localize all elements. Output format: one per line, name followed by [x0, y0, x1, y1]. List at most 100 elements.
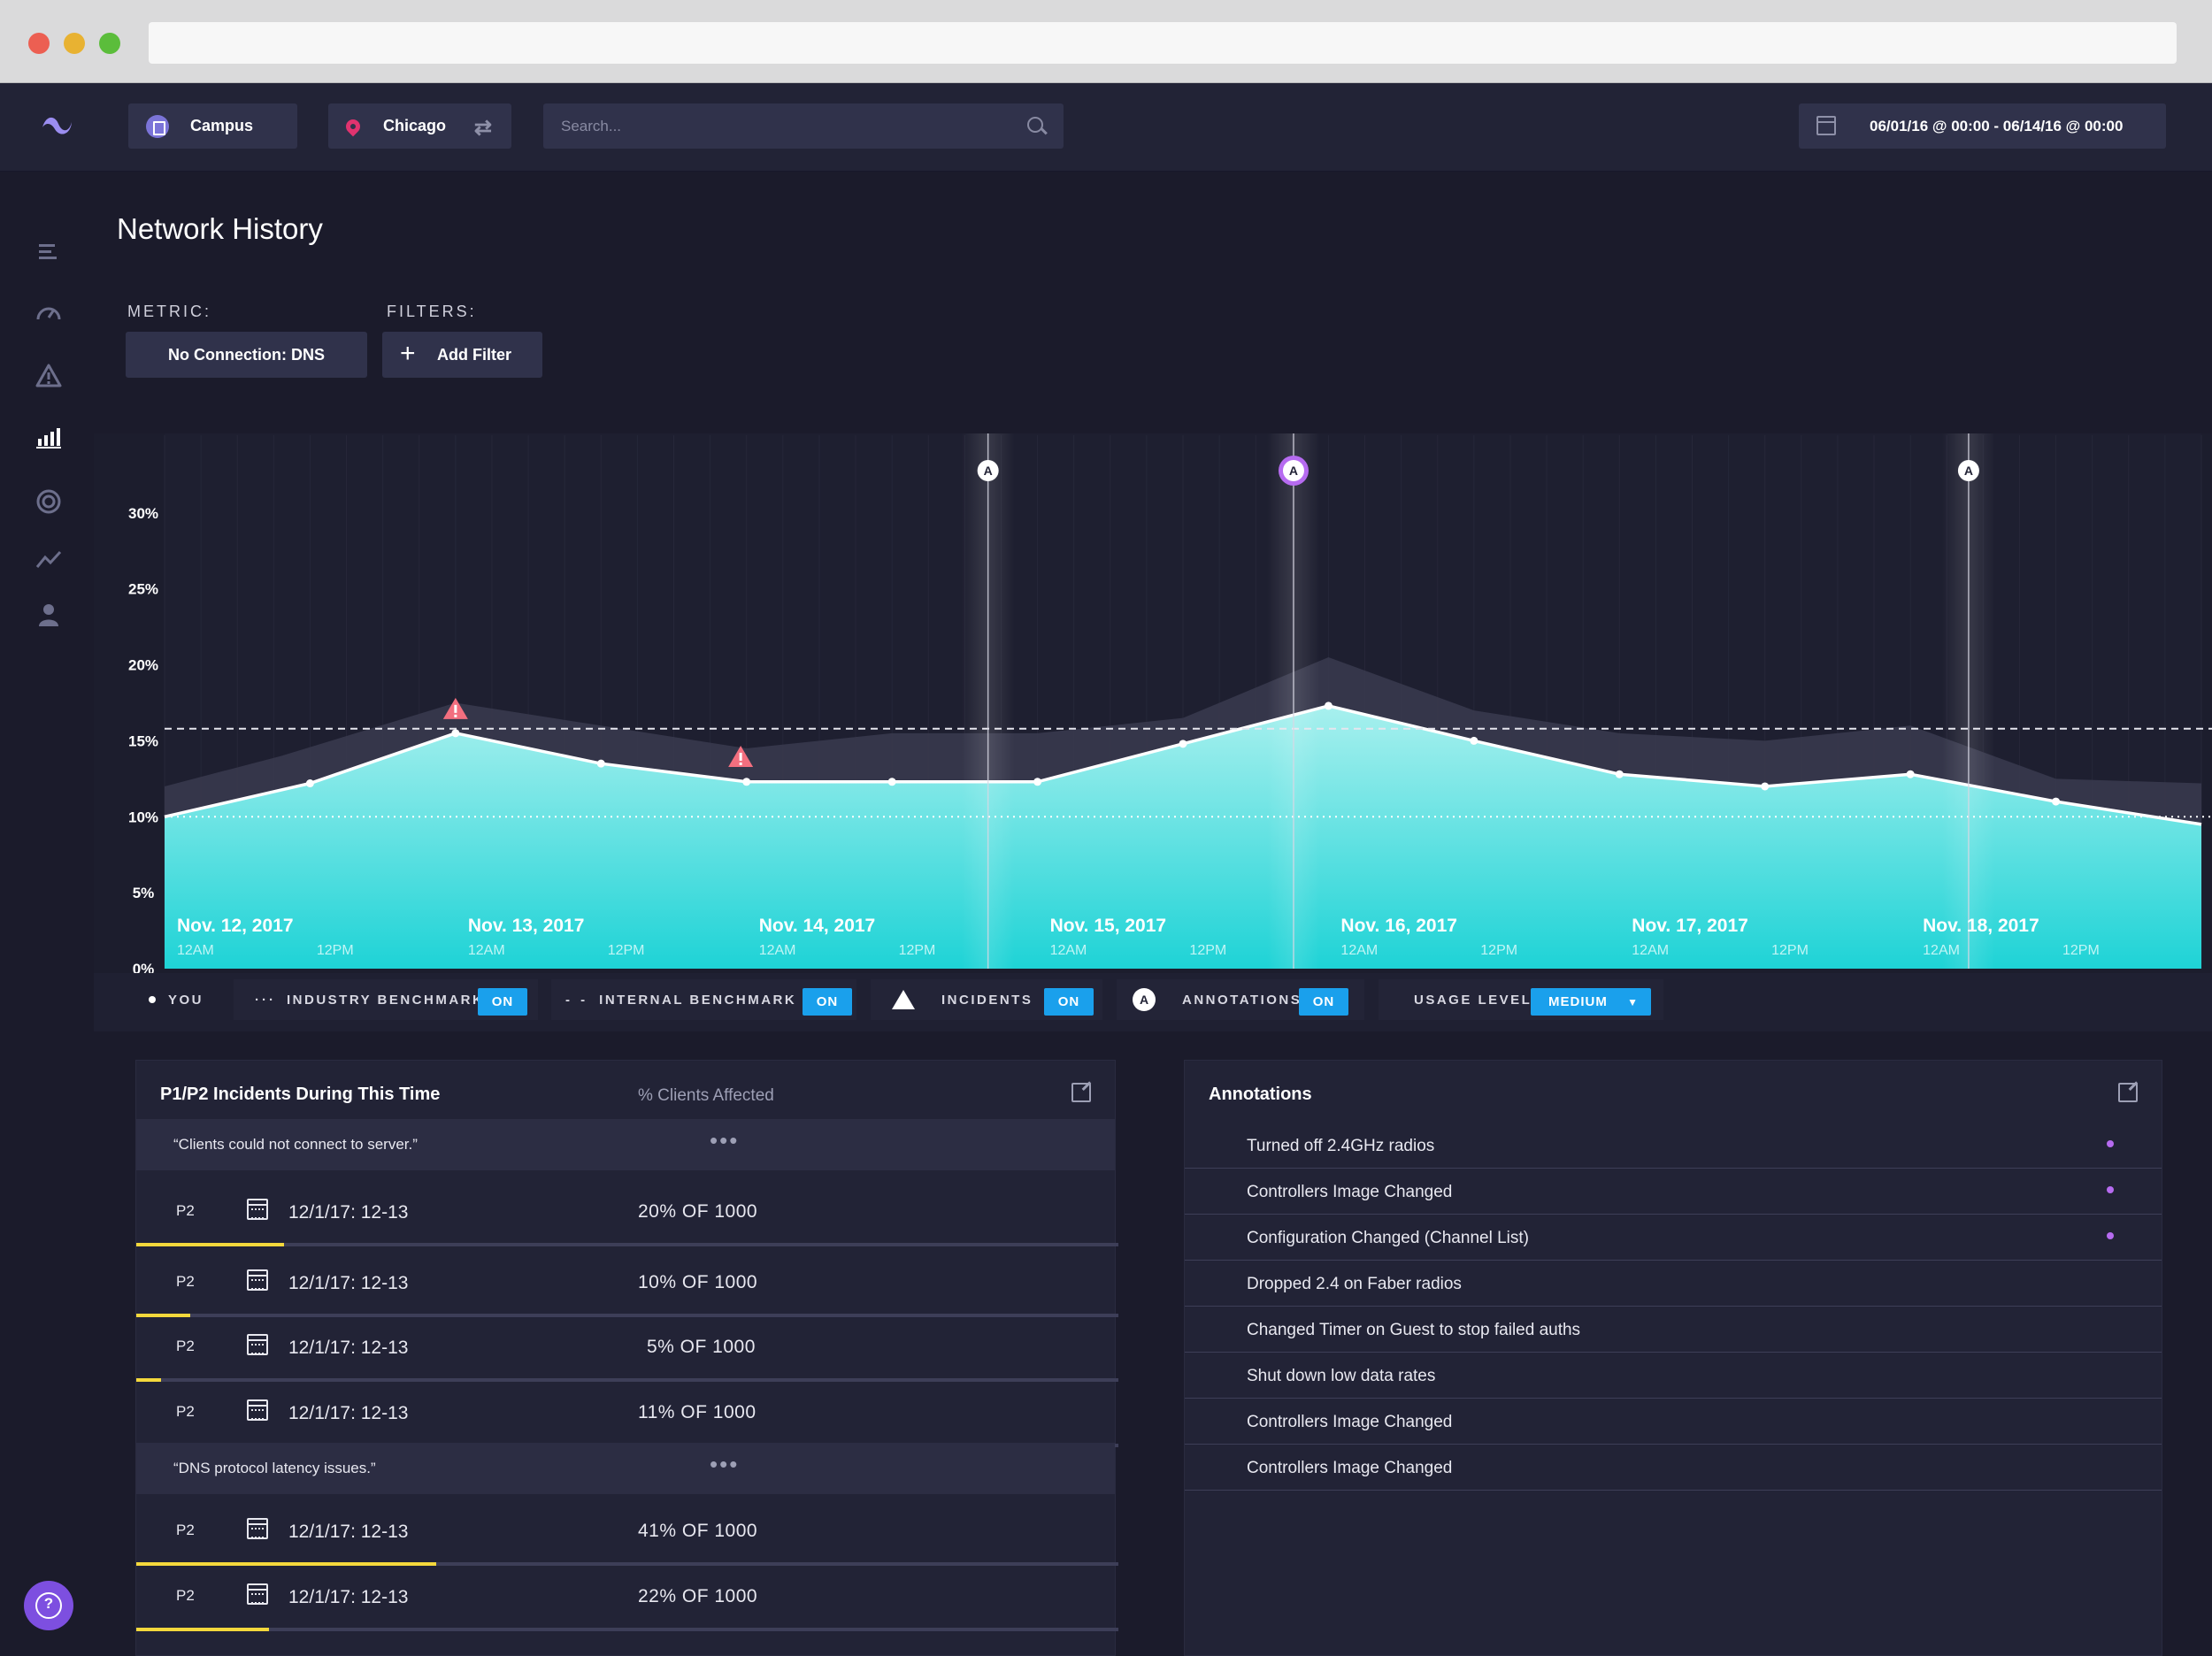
date-range-picker[interactable]: 06/01/16 @ 00:00 - 06/14/16 @ 00:00 — [1799, 104, 2166, 149]
affected-progress-track — [136, 1314, 1118, 1317]
annotation-item[interactable]: Controllers Image Changed — [1185, 1445, 2162, 1491]
close-window-button[interactable] — [28, 33, 50, 54]
x-day-label: Nov. 17, 2017 — [1632, 916, 1748, 936]
incident-group-quote: “DNS protocol latency issues.” — [173, 1460, 376, 1476]
incidents-panel: P1/P2 Incidents During This Time % Clien… — [135, 1060, 1118, 1656]
target-icon[interactable] — [34, 487, 64, 517]
you-data-point — [1179, 740, 1187, 748]
x-day-label: Nov. 15, 2017 — [1050, 916, 1167, 936]
affected-progress-fill — [136, 1243, 284, 1246]
you-data-point — [451, 729, 460, 738]
x-hour-label: 12PM — [1480, 943, 1517, 958]
you-data-point — [887, 778, 896, 786]
external-link-icon[interactable] — [2118, 1083, 2138, 1102]
search-input[interactable] — [543, 104, 1064, 149]
x-day-label: Nov. 14, 2017 — [759, 916, 876, 936]
incident-time: 12/1/17: 12-13 — [288, 1273, 409, 1293]
minimize-window-button[interactable] — [64, 33, 85, 54]
incident-group[interactable]: “Clients could not connect to server.” •… — [136, 1119, 1115, 1170]
annotation-item[interactable]: Controllers Image Changed — [1185, 1169, 2162, 1215]
metric-selector[interactable]: No Connection: DNS — [126, 332, 367, 378]
search-icon[interactable] — [1027, 117, 1043, 133]
legend-incidents-label: INCIDENTS — [941, 992, 1033, 1008]
x-hour-label: 12PM — [899, 943, 936, 958]
calendar-icon — [247, 1269, 268, 1291]
you-data-point — [305, 779, 314, 788]
maximize-window-button[interactable] — [99, 33, 120, 54]
annotation-marker-dot — [2107, 1186, 2114, 1193]
campus-label: Campus — [190, 117, 254, 134]
more-options-icon[interactable]: ••• — [710, 1127, 740, 1154]
legend-you-label: YOU — [168, 992, 204, 1008]
incident-row[interactable]: P2 12/1/17: 12-13 5% OF 1000 — [136, 1316, 1118, 1382]
incidents-title: P1/P2 Incidents During This Time — [160, 1085, 441, 1104]
annotation-item[interactable]: Controllers Image Changed — [1185, 1399, 2162, 1445]
x-hour-label: 12AM — [468, 943, 505, 958]
legend-internal-benchmark: - - INTERNAL BENCHMARK ON — [551, 979, 856, 1020]
add-filter-button[interactable]: + Add Filter — [382, 332, 542, 378]
location-selector[interactable]: Chicago ⇄ — [328, 104, 511, 149]
menu-icon[interactable] — [34, 236, 64, 266]
warning-icon[interactable] — [34, 361, 64, 391]
location-pin-icon — [342, 116, 364, 136]
network-history-chart[interactable]: 0% 5% 10% 15% 20% 25% 30% A A A Nov. 12, 2017 12AM 1… — [94, 433, 2212, 1031]
swap-arrows-icon[interactable]: ⇄ — [473, 116, 492, 140]
annotation-text: Controllers Image Changed — [1247, 1183, 1453, 1201]
building-icon — [146, 114, 169, 138]
annotation-item[interactable]: Dropped 2.4 on Faber radios — [1185, 1261, 2162, 1307]
trend-icon[interactable] — [34, 544, 64, 574]
speedometer-icon[interactable] — [34, 298, 64, 328]
incident-clients-affected: 11% OF 1000 — [638, 1402, 757, 1422]
affected-progress-fill — [136, 1562, 436, 1566]
filters-label: FILTERS: — [387, 303, 477, 320]
affected-progress-fill — [136, 1314, 191, 1317]
internal-benchmark-toggle[interactable]: ON — [803, 988, 852, 1016]
incident-row[interactable]: P2 12/1/17: 12-13 22% OF 1000 — [136, 1566, 1118, 1631]
incident-time: 12/1/17: 12-13 — [288, 1338, 409, 1358]
annotation-item[interactable]: Configuration Changed (Channel List) — [1185, 1215, 2162, 1261]
incident-row[interactable]: P2 12/1/17: 12-13 11% OF 1000 — [136, 1382, 1118, 1447]
incident-row[interactable]: P2 12/1/17: 12-13 41% OF 1000 — [136, 1500, 1118, 1566]
usage-level-dropdown[interactable]: MEDIUM ▼ — [1531, 988, 1651, 1016]
legend-usage-label: USAGE LEVEL — [1414, 992, 1532, 1008]
you-data-point — [1906, 770, 1915, 778]
bar-chart-icon[interactable] — [34, 423, 64, 453]
incident-row[interactable]: P2 12/1/17: 12-13 20% OF 1000 — [136, 1181, 1118, 1246]
calendar-icon — [1816, 116, 1836, 135]
annotation-text: Turned off 2.4GHz radios — [1247, 1137, 1435, 1155]
more-options-icon[interactable]: ••• — [710, 1451, 740, 1477]
y-tick-label: 15% — [128, 732, 158, 749]
you-data-point — [2052, 797, 2061, 806]
annotation-marker — [1957, 460, 1979, 481]
annotation-marker-icon: A — [1133, 988, 1156, 1011]
annotation-text: Controllers Image Changed — [1247, 1459, 1453, 1477]
dashed-line-icon: - - — [565, 992, 589, 1008]
x-day-label: Nov. 12, 2017 — [177, 916, 294, 936]
x-hour-label: 12PM — [608, 943, 645, 958]
address-bar[interactable] — [149, 22, 2177, 64]
date-range-label: 06/01/16 @ 00:00 - 06/14/16 @ 00:00 — [1870, 117, 2124, 134]
user-icon[interactable] — [34, 600, 64, 630]
annotation-item[interactable]: Shut down low data rates — [1185, 1353, 2162, 1399]
chart-legend: YOU ··· INDUSTRY BENCHMARK ON - - INTERN… — [94, 973, 2212, 1031]
campus-selector[interactable]: Campus — [128, 104, 297, 149]
calendar-icon — [247, 1334, 268, 1355]
x-hour-label: 12AM — [1340, 943, 1378, 958]
external-link-icon[interactable] — [1071, 1083, 1091, 1102]
help-button[interactable] — [24, 1581, 73, 1630]
y-tick-label: 30% — [128, 505, 158, 522]
incidents-toggle[interactable]: ON — [1044, 988, 1094, 1016]
incident-group[interactable]: “DNS protocol latency issues.” ••• — [136, 1443, 1115, 1494]
incident-priority: P2 — [176, 1403, 195, 1420]
y-tick-label: 25% — [128, 581, 158, 598]
incident-row[interactable]: P2 12/1/17: 12-13 10% OF 1000 — [136, 1252, 1118, 1317]
calendar-icon — [247, 1583, 268, 1605]
annotations-toggle[interactable]: ON — [1299, 988, 1348, 1016]
annotation-item[interactable]: Changed Timer on Guest to stop failed au… — [1185, 1307, 2162, 1353]
annotation-item[interactable]: Turned off 2.4GHz radios — [1185, 1123, 2162, 1169]
app-logo-icon[interactable] — [39, 108, 74, 143]
incident-clients-affected: 20% OF 1000 — [638, 1201, 758, 1222]
you-data-point — [1324, 702, 1333, 710]
industry-benchmark-toggle[interactable]: ON — [478, 988, 527, 1016]
x-hour-label: 12AM — [177, 943, 214, 958]
